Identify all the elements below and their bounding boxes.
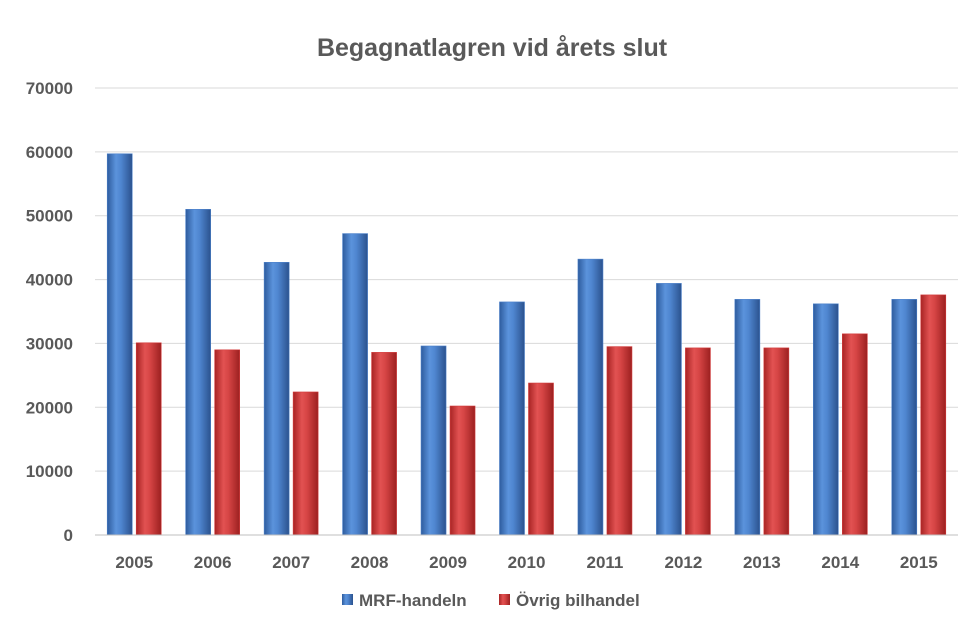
y-tick-label: 10000 <box>26 462 73 481</box>
y-tick-label: 50000 <box>26 207 73 226</box>
bar-mrf-handeln-2007 <box>263 262 290 536</box>
legend: MRF-handeln Övrig bilhandel <box>342 591 640 610</box>
bar-ovrig-bilhandel-2010 <box>528 382 554 536</box>
x-tick-label: 2013 <box>743 553 781 572</box>
x-tick-label: 2008 <box>351 553 389 572</box>
y-tick-label: 70000 <box>26 79 73 98</box>
bar-ovrig-bilhandel-2008 <box>371 352 397 536</box>
x-axis: 2005 2006 2007 2008 2009 2010 2011 2012 2013 2014… <box>95 534 958 572</box>
bar-ovrig-bilhandel-2007 <box>292 391 319 536</box>
y-axis: 0 10000 20000 30000 40000 50000 60000 70000 <box>26 79 73 545</box>
bars <box>106 153 947 536</box>
x-tick-label: 2006 <box>194 553 232 572</box>
bar-mrf-handeln-2010 <box>499 301 525 536</box>
bar-mrf-handeln-2015 <box>891 299 918 536</box>
legend-label-ovrig-bilhandel: Övrig bilhandel <box>516 591 640 610</box>
x-tick-label: 2007 <box>272 553 310 572</box>
bar-mrf-handeln-2012 <box>656 283 682 536</box>
chart-title: Begagnatlagren vid årets slut <box>317 34 668 62</box>
x-tick-label: 2015 <box>900 553 938 572</box>
legend-label-mrf-handeln: MRF-handeln <box>359 591 467 610</box>
y-tick-label: 20000 <box>26 398 73 417</box>
legend-swatch-ovrig-bilhandel <box>499 594 510 605</box>
bar-mrf-handeln-2006 <box>185 209 211 536</box>
bar-mrf-handeln-2014 <box>813 303 839 536</box>
x-tick-label: 2011 <box>587 553 624 572</box>
bar-mrf-handeln-2009 <box>420 345 447 536</box>
bar-ovrig-bilhandel-2009 <box>449 405 476 536</box>
bar-ovrig-bilhandel-2005 <box>135 342 162 536</box>
x-tick-label: 2014 <box>821 553 859 572</box>
x-tick-label: 2005 <box>115 553 153 572</box>
x-tick-label: 2009 <box>429 553 467 572</box>
bar-ovrig-bilhandel-2006 <box>214 349 240 536</box>
legend-swatch-mrf-handeln <box>342 594 353 605</box>
y-tick-label: 40000 <box>26 271 73 290</box>
bar-ovrig-bilhandel-2012 <box>685 347 711 536</box>
x-tick-label: 2010 <box>508 553 546 572</box>
y-tick-label: 30000 <box>26 334 73 353</box>
bar-ovrig-bilhandel-2015 <box>920 294 947 536</box>
y-tick-label: 60000 <box>26 143 73 162</box>
bar-ovrig-bilhandel-2011 <box>606 346 633 536</box>
bar-mrf-handeln-2005 <box>106 153 133 536</box>
bar-mrf-handeln-2013 <box>734 299 761 536</box>
x-tick-label: 2012 <box>664 553 702 572</box>
bar-ovrig-bilhandel-2014 <box>842 333 868 536</box>
bar-mrf-handeln-2008 <box>342 233 368 536</box>
bar-mrf-handeln-2011 <box>577 258 604 536</box>
bar-ovrig-bilhandel-2013 <box>763 347 790 536</box>
y-tick-label: 0 <box>64 526 73 545</box>
